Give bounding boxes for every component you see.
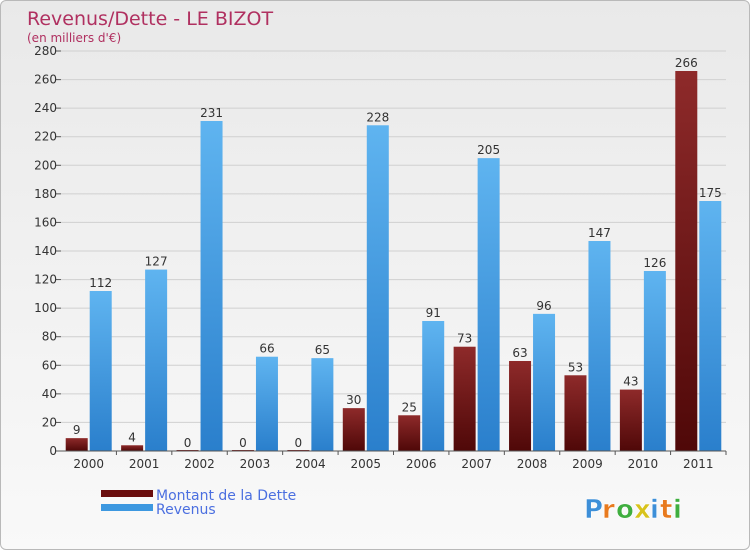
y-tick-label: 260 (34, 73, 57, 87)
x-tick-label: 2009 (572, 457, 603, 471)
svg-text:i: i (673, 495, 682, 525)
data-label: 112 (89, 276, 112, 290)
bar-revenue-2008 (533, 313, 556, 451)
x-tick-label: 2003 (240, 457, 271, 471)
bar-revenue-2009 (588, 241, 611, 451)
y-tick-label: 60 (42, 358, 57, 372)
x-tick-label: 2006 (406, 457, 437, 471)
x-tick-label: 2005 (351, 457, 382, 471)
data-label: 96 (536, 299, 551, 313)
bar-revenue-2003 (255, 356, 278, 451)
y-tick-label: 200 (34, 158, 57, 172)
bar-revenue-2000 (89, 291, 112, 451)
bar-revenue-2011 (699, 201, 722, 451)
y-tick-label: 160 (34, 215, 57, 229)
x-tick-label: 2007 (461, 457, 492, 471)
y-tick-label: 240 (34, 101, 57, 115)
y-tick-label: 120 (34, 273, 57, 287)
svg-text:i: i (650, 495, 659, 525)
data-label: 175 (699, 186, 722, 200)
x-tick-label: 2011 (683, 457, 714, 471)
bar-debt-2011 (675, 71, 698, 451)
y-tick-label: 40 (42, 387, 57, 401)
data-label: 231 (200, 106, 223, 120)
bar-revenue-2004 (311, 358, 334, 451)
bar-revenue-2001 (145, 269, 168, 451)
y-tick-label: 80 (42, 330, 57, 344)
y-tick-label: 20 (42, 415, 57, 429)
bar-debt-2005 (342, 408, 365, 451)
y-tick-label: 180 (34, 187, 57, 201)
data-label: 0 (184, 436, 192, 450)
svg-text:r: r (602, 495, 615, 525)
data-label: 127 (145, 255, 168, 269)
bar-revenue-2005 (366, 125, 389, 452)
y-tick-label: 220 (34, 130, 57, 144)
bar-debt-2009 (564, 375, 587, 451)
legend-swatch-revenue (101, 504, 153, 511)
chart-title: Revenus/Dette - LE BIZOT (27, 8, 273, 30)
data-label: 9 (73, 423, 81, 437)
bar-revenue-2002 (200, 121, 223, 451)
bar-debt-2010 (619, 389, 642, 451)
x-tick-label: 2000 (73, 457, 104, 471)
data-label: 25 (402, 400, 417, 414)
svg-text:o: o (616, 495, 634, 525)
data-label: 147 (588, 226, 611, 240)
data-label: 0 (239, 436, 247, 450)
y-axis-ticks: 0 20 40 60 80 100 120 140 160 180 200 220 240 260 280 (34, 44, 61, 458)
chart-subtitle: (en milliers d'€) (27, 31, 121, 45)
data-label: 126 (643, 256, 666, 270)
svg-text:P: P (584, 495, 603, 525)
x-tick-label: 2001 (129, 457, 160, 471)
bar-debt-2000 (65, 438, 88, 451)
data-label: 91 (426, 306, 441, 320)
data-label: 43 (623, 375, 638, 389)
x-tick-label: 2004 (295, 457, 326, 471)
bars: 9 112 4 127 0 231 0 66 0 65 30 228 25 91 73 205 63 96 53 14… (65, 56, 722, 452)
grid-lines (61, 50, 726, 423)
bar-revenue-2006 (422, 321, 445, 451)
legend-label-revenue: Revenus (156, 502, 216, 518)
bar-revenue-2007 (477, 158, 500, 451)
data-label: 63 (512, 346, 527, 360)
y-tick-label: 280 (34, 44, 57, 58)
data-label: 30 (346, 393, 361, 407)
legend-swatch-debt (101, 490, 153, 497)
y-tick-label: 0 (49, 444, 57, 458)
data-label: 73 (457, 332, 472, 346)
x-axis-ticks: 2000 2001 2002 2003 2004 2005 2006 2007 2008 2009… (73, 451, 727, 471)
data-label: 266 (675, 56, 698, 70)
proxiti-logo: P r o x i t i (584, 495, 683, 526)
data-label: 4 (128, 430, 136, 444)
bar-debt-2001 (121, 445, 144, 451)
y-tick-label: 140 (34, 244, 57, 258)
data-label: 0 (295, 436, 303, 450)
data-label: 205 (477, 143, 500, 157)
data-label: 53 (568, 360, 583, 374)
legend-label-debt: Montant de la Dette (156, 488, 296, 504)
svg-text:t: t (660, 495, 672, 525)
x-tick-label: 2002 (184, 457, 215, 471)
legend: Montant de la Dette Revenus (101, 488, 296, 518)
y-tick-label: 100 (34, 301, 57, 315)
data-label: 66 (259, 342, 274, 356)
data-label: 228 (366, 110, 389, 124)
bar-revenue-2010 (643, 271, 666, 451)
bar-debt-2007 (453, 346, 476, 451)
x-tick-label: 2008 (517, 457, 548, 471)
data-label: 65 (315, 343, 330, 357)
x-tick-label: 2010 (628, 457, 659, 471)
bar-debt-2006 (398, 415, 421, 451)
svg-text:x: x (634, 495, 651, 525)
bar-debt-2008 (509, 361, 532, 451)
